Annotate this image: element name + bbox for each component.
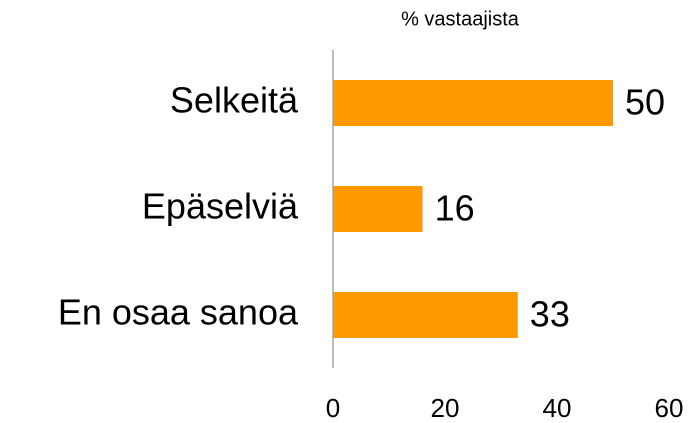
- y-tick-label: Selkeitä: [170, 80, 299, 121]
- chart-title: % vastaajista: [401, 8, 520, 30]
- x-tick-label: 20: [431, 393, 460, 423]
- bar: [333, 80, 613, 126]
- x-tick-label: 40: [543, 393, 572, 423]
- value-label: 33: [530, 294, 570, 335]
- y-tick-label: En osaa sanoa: [58, 292, 299, 333]
- x-tick-label: 0: [326, 393, 340, 423]
- bar: [333, 186, 423, 232]
- bar: [333, 292, 518, 338]
- y-tick-label: Epäselviä: [142, 186, 299, 227]
- value-label: 16: [435, 188, 475, 229]
- x-tick-label: 60: [655, 393, 684, 423]
- value-label: 50: [625, 82, 665, 123]
